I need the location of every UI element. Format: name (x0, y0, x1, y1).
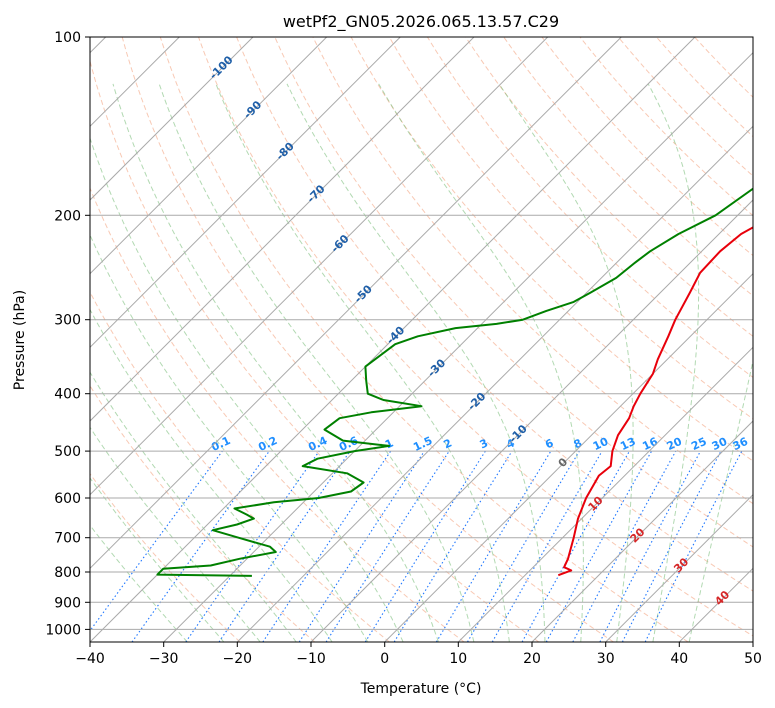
mixing-ratio-label: 13 (618, 435, 637, 453)
y-tick-label: 1000 (45, 622, 81, 638)
dry-adiabat (121, 37, 614, 642)
x-tick-label: −40 (75, 651, 105, 667)
moist-adiabat (215, 83, 510, 642)
isotherm-line (90, 37, 475, 422)
moist-adiabat (112, 83, 439, 642)
series-layer (156, 187, 753, 577)
isotherm-line (90, 37, 401, 349)
x-tick-label: 20 (523, 651, 541, 667)
isotherm-line (90, 37, 254, 201)
x-tick-label: −20 (223, 651, 253, 667)
mixing-ratio-label: 30 (710, 435, 730, 453)
moist-adiabat (647, 83, 700, 642)
dry-adiabat (350, 37, 753, 462)
mixing-ratio-line (185, 450, 320, 642)
moist-adiabat (90, 477, 225, 642)
x-tick-label: −30 (149, 651, 179, 667)
plot-frame (89, 36, 754, 643)
moist-adiabat (90, 308, 333, 642)
temperature-profile (557, 226, 753, 577)
mixing-ratio-label: 20 (665, 435, 685, 453)
y-tick-label: 800 (54, 565, 81, 581)
x-tick-label: −10 (296, 651, 326, 667)
isotherm-line (605, 493, 753, 642)
dry-adiabat (465, 37, 753, 337)
dry-adiabat (90, 472, 241, 642)
isotherm-line (163, 51, 753, 642)
dry-adiabat (90, 186, 465, 642)
mixing-ratio-label: 10 (591, 435, 611, 453)
dry-adiabat (90, 59, 540, 642)
isotherm-line (531, 420, 753, 642)
moist-adiabat (158, 83, 475, 642)
moist-adiabat (688, 358, 753, 642)
x-axis-label: Temperature (°C) (360, 681, 482, 697)
mixing-ratio-line (325, 450, 450, 642)
dry-adiabat (159, 37, 689, 642)
isotherm-line (384, 272, 753, 642)
mixing-ratio-line (491, 450, 603, 642)
isotherm-line (90, 37, 328, 275)
mixing-ratio-label: 16 (640, 435, 660, 453)
y-tick-label: 600 (54, 491, 81, 507)
moist-adiabat (498, 83, 634, 642)
y-axis-label: Pressure (hPa) (12, 290, 28, 390)
x-tick-label: 0 (380, 651, 389, 667)
mixing-ratio-line (393, 450, 513, 642)
dewpoint-profile (156, 187, 753, 577)
y-tick-label: 200 (54, 208, 81, 224)
mixing-ratio-line (90, 450, 223, 632)
isotherm-line (310, 199, 753, 642)
dry-adiabat (426, 37, 753, 378)
mixing-ratio-line (131, 450, 270, 642)
dry-adiabat (274, 37, 753, 548)
mixing-ratio-label: 25 (689, 435, 708, 453)
y-tick-label: 700 (54, 531, 81, 547)
isotherm-line (90, 37, 622, 570)
dry-adiabat (90, 384, 316, 642)
mixing-ratio-line (572, 450, 677, 642)
mixing-ratio-label: 36 (731, 435, 751, 453)
moist-adiabat (286, 83, 546, 642)
dry-adiabat (236, 37, 753, 592)
mixing-ratio-line (218, 450, 351, 642)
y-tick-label: 900 (54, 595, 81, 611)
y-tick-label: 300 (54, 313, 81, 329)
moist-adiabat (378, 83, 584, 642)
moist-adiabat (90, 371, 297, 642)
y-tick-label: 500 (54, 444, 81, 460)
tick-layer: −40 −30 −20 −10 0 10 20 30 40 50 100 200 300 400 500 60… (45, 30, 762, 667)
x-tick-label: 10 (449, 651, 467, 667)
isotherm-line (236, 125, 753, 642)
y-tick-label: 100 (54, 30, 81, 46)
chart-title: wetPf2_GN05.2026.065.13.57.C29 (283, 12, 559, 32)
isotherm-line (90, 37, 696, 642)
moist-adiabat (90, 136, 404, 642)
dry-adiabat (579, 37, 753, 217)
x-tick-label: 50 (744, 651, 762, 667)
isotherm-line (90, 37, 549, 496)
mixing-ratio-line (521, 450, 630, 642)
moist-adiabat (90, 233, 369, 642)
mixing-ratio-line (467, 450, 580, 642)
mixing-ratio-line (435, 450, 552, 642)
moist-adiabat (90, 426, 261, 642)
y-tick-label: 400 (54, 387, 81, 403)
dry-adiabat (90, 291, 390, 642)
isotherm-line (457, 346, 753, 642)
x-tick-label: 40 (670, 651, 688, 667)
dry-adiabat (503, 37, 753, 297)
mixing-ratio-line (364, 450, 486, 642)
x-tick-label: 30 (597, 651, 615, 667)
